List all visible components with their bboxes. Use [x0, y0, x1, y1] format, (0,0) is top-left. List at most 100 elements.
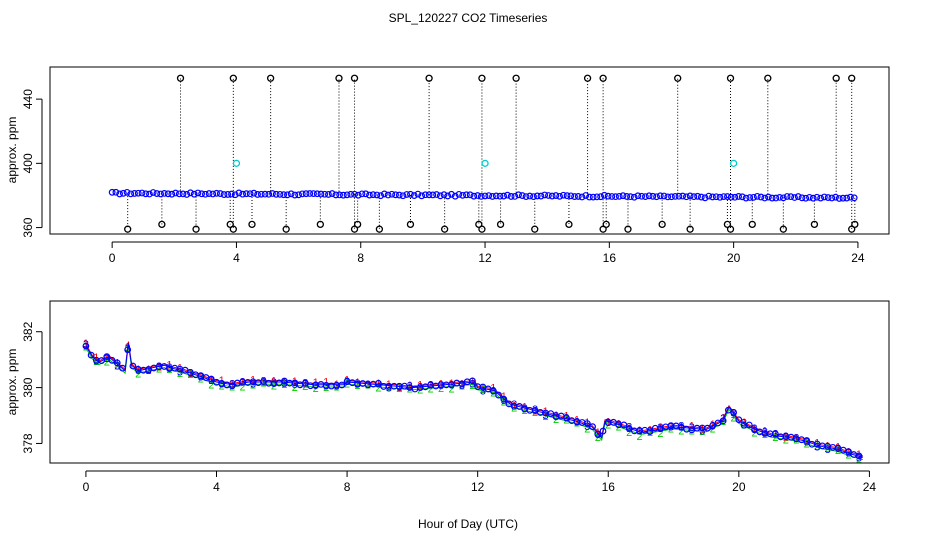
co2-point — [511, 192, 519, 200]
co2-point — [338, 381, 346, 389]
series-green-marker: 2 — [114, 361, 120, 373]
series-green-marker: 2 — [522, 405, 528, 417]
co2-point — [828, 194, 836, 202]
series-blue-marker: 3 — [83, 339, 89, 351]
co2-point — [164, 190, 172, 198]
series-blue-marker: 3 — [198, 372, 204, 384]
low-outlier-point — [478, 225, 486, 233]
co2-point — [522, 193, 530, 201]
series-blue-marker: 3 — [146, 365, 152, 377]
low-outlier-point — [158, 220, 166, 229]
co2-point — [735, 193, 743, 200]
co2-point — [103, 353, 111, 361]
bottom-panel-y-axis-label: approx. ppm — [5, 349, 19, 416]
co2-point — [619, 192, 627, 200]
co2-point — [160, 189, 168, 197]
co2-point — [646, 428, 654, 436]
co2-point — [358, 190, 366, 198]
co2-point — [354, 191, 362, 199]
series-blue-marker: 3 — [772, 429, 778, 441]
top-panel-y-axis-label: approx. ppm — [5, 117, 19, 184]
series-blue-marker: 3 — [428, 380, 434, 392]
co2-point — [779, 194, 787, 202]
series-red-marker: 1 — [313, 377, 319, 389]
low-outlier-point — [726, 225, 735, 233]
co2-point — [630, 193, 638, 201]
series-blue-marker: 3 — [417, 382, 423, 394]
co2-point — [787, 193, 795, 201]
series-blue-marker: 3 — [438, 380, 444, 392]
low-outlier-point — [686, 225, 694, 233]
co2-point — [724, 193, 731, 200]
co2-point — [198, 190, 206, 198]
co2-point — [149, 189, 157, 196]
co2-point — [375, 379, 382, 387]
co2-point — [220, 191, 228, 198]
series-red-marker: 1 — [177, 362, 183, 374]
co2-point — [768, 194, 776, 202]
low-outlier-point — [440, 225, 449, 233]
co2-point — [451, 192, 459, 200]
series-blue-marker: 3 — [334, 380, 340, 392]
series-red-marker: 1 — [135, 364, 141, 376]
series-green-marker: 2 — [438, 383, 444, 395]
series-red-marker: 1 — [532, 405, 538, 417]
low-outlier-point — [810, 220, 819, 229]
co2-point — [280, 191, 288, 199]
co2-point — [183, 191, 191, 198]
co2-point — [489, 387, 497, 395]
series-red-marker: 1 — [584, 417, 590, 429]
co2-point — [518, 192, 526, 199]
series-green-marker: 2 — [511, 402, 517, 414]
high-outlier-point — [599, 74, 607, 82]
series-blue-marker: 3 — [240, 376, 246, 388]
low-outlier-point — [531, 225, 539, 233]
series-green-marker: 2 — [428, 384, 434, 396]
co2-point — [403, 191, 411, 198]
co2-point — [168, 190, 176, 198]
co2-point — [612, 193, 619, 201]
series-red-marker: 1 — [772, 429, 778, 441]
series-green-marker: 2 — [198, 373, 204, 385]
series-blue-marker: 3 — [229, 378, 235, 390]
co2-point — [586, 193, 593, 201]
co2-point — [257, 190, 265, 198]
co2-point — [593, 193, 601, 201]
co2-point — [641, 193, 649, 200]
co2-point — [735, 416, 743, 424]
co2-point — [608, 193, 616, 200]
co2-point — [328, 190, 336, 197]
series-green-marker: 2 — [166, 364, 172, 376]
low-outlier-point — [229, 225, 237, 233]
co2-point — [295, 191, 302, 199]
series-red-line — [85, 341, 864, 457]
series-blue-marker: 3 — [354, 378, 360, 390]
co2-point — [548, 192, 556, 200]
series-green-marker: 2 — [229, 382, 235, 394]
low-outlier-point — [624, 225, 632, 233]
co2-point — [776, 194, 784, 201]
co2-point — [556, 192, 564, 200]
co2-point — [347, 190, 355, 198]
series-red-marker: 1 — [187, 368, 193, 380]
series-blue-marker: 3 — [783, 431, 789, 443]
co2-point — [384, 191, 392, 199]
high-outlier-point — [350, 74, 359, 82]
co2-point — [679, 192, 687, 200]
co2-point — [418, 192, 426, 200]
series-green-marker: 2 — [240, 382, 246, 394]
co2-point — [459, 191, 467, 199]
co2-point — [772, 194, 780, 202]
series-red-marker: 1 — [574, 414, 580, 426]
co2-point — [541, 191, 549, 199]
series-blue-marker: 3 — [375, 378, 381, 390]
co2-point — [798, 194, 806, 202]
co2-point — [265, 190, 273, 198]
co2-point — [675, 192, 683, 200]
co2-point — [712, 193, 720, 201]
co2-point — [704, 424, 711, 432]
co2-point — [720, 193, 728, 201]
series-green-marker: 2 — [668, 424, 674, 436]
series-blue-marker: 3 — [710, 421, 716, 433]
